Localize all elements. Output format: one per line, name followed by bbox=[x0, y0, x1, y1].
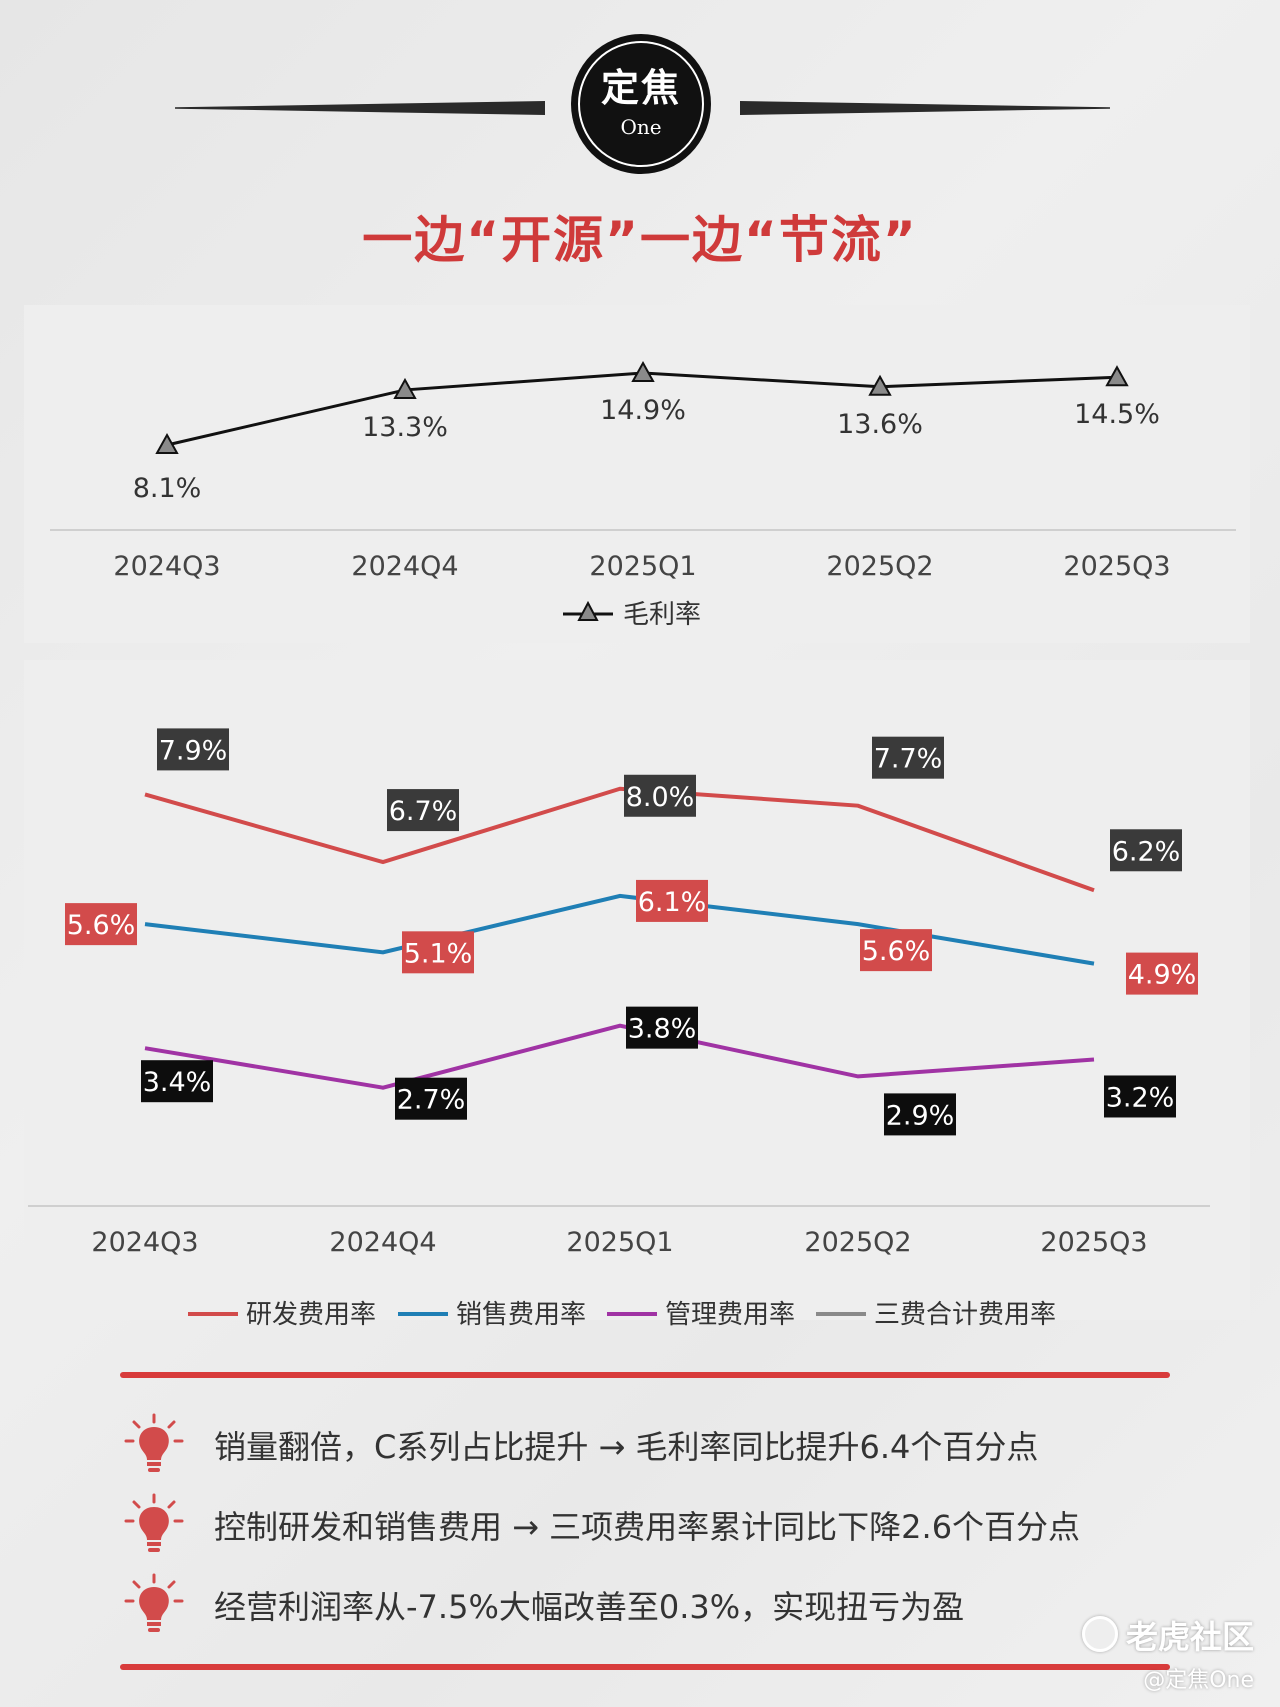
data-label-box bbox=[1110, 829, 1182, 872]
gross-margin-point bbox=[868, 374, 892, 396]
lightbulb-icon bbox=[124, 1493, 184, 1552]
data-label-box bbox=[65, 903, 137, 946]
data-label-box bbox=[872, 736, 944, 779]
gross-margin-label: 14.9% bbox=[600, 395, 686, 426]
legend-label: 管理费用率 bbox=[665, 1300, 795, 1330]
x-tick-label: 2025Q2 bbox=[804, 1227, 911, 1258]
insight-item: 经营利润率从-7.5%大幅改善至0.3%，实现扭亏为盈 bbox=[120, 1565, 1150, 1645]
legend-label: 研发费用率 bbox=[246, 1300, 376, 1330]
data-label-box bbox=[395, 1077, 467, 1120]
gross-margin-label: 14.5% bbox=[1074, 399, 1160, 430]
data-label: 5.1% bbox=[404, 938, 473, 969]
gross-margin-label: 13.6% bbox=[837, 409, 923, 440]
data-label: 3.8% bbox=[628, 1014, 697, 1045]
insight-text: 销量翻倍，C系列占比提升 → 毛利率同比提升6.4个百分点 bbox=[214, 1428, 1039, 1466]
data-label: 2.7% bbox=[397, 1085, 466, 1116]
insight-item: 销量翻倍，C系列占比提升 → 毛利率同比提升6.4个百分点 bbox=[120, 1405, 1150, 1485]
data-label: 6.7% bbox=[389, 796, 458, 827]
data-label-box bbox=[402, 931, 474, 974]
data-label: 8.0% bbox=[626, 782, 695, 813]
data-label: 6.2% bbox=[1112, 836, 1181, 867]
x-tick-label: 2024Q4 bbox=[351, 551, 458, 582]
gross-margin-chart: 8.1% 13.3% 14.9% 13.6% 14.5% 2024Q3 2024Q4 2025… bbox=[50, 360, 1236, 630]
divider-bottom bbox=[120, 1664, 1170, 1670]
watermark-sub: @定焦One bbox=[1143, 1668, 1254, 1693]
data-label-box bbox=[1104, 1075, 1176, 1118]
divider-top bbox=[120, 1372, 1170, 1378]
watermark-main: 老虎社区 bbox=[1081, 1612, 1254, 1658]
series-line-1 bbox=[144, 893, 1095, 966]
lightbulb-icon bbox=[124, 1573, 184, 1632]
data-label-box bbox=[157, 728, 229, 771]
data-label-box bbox=[624, 774, 696, 817]
x-tick-label: 2025Q1 bbox=[566, 1227, 673, 1258]
data-label: 6.1% bbox=[638, 887, 707, 918]
data-label: 4.9% bbox=[1128, 960, 1197, 991]
data-label-box bbox=[626, 1006, 698, 1049]
series-line-0 bbox=[144, 786, 1095, 893]
watermark-main-text: 老虎社区 bbox=[1125, 1618, 1254, 1656]
legend-triangle-icon bbox=[577, 600, 599, 621]
gross-margin-point bbox=[1105, 365, 1129, 387]
headline: 一边“开源”一边“节流” bbox=[362, 211, 918, 269]
x-tick-label: 2024Q4 bbox=[329, 1227, 436, 1258]
data-label: 7.7% bbox=[874, 744, 943, 775]
insight-item: 控制研发和销售费用 → 三项费用率累计同比下降2.6个百分点 bbox=[120, 1485, 1150, 1565]
x-tick-label: 2025Q3 bbox=[1040, 1227, 1147, 1258]
gross-margin-point bbox=[393, 377, 417, 399]
gross-margin-label: 13.3% bbox=[362, 412, 448, 443]
gross-margin-panel bbox=[24, 305, 1250, 643]
x-tick-label: 2025Q2 bbox=[826, 551, 933, 582]
lightbulb-icon bbox=[124, 1413, 184, 1472]
data-label: 5.6% bbox=[862, 936, 931, 967]
data-label: 2.9% bbox=[886, 1100, 955, 1131]
watermark: 老虎社区 @定焦One bbox=[1081, 1612, 1254, 1694]
insight-text: 经营利润率从-7.5%大幅改善至0.3%，实现扭亏为盈 bbox=[214, 1588, 965, 1626]
data-label: 3.4% bbox=[143, 1067, 212, 1098]
data-label-box bbox=[636, 879, 708, 922]
data-label: 7.9% bbox=[159, 735, 228, 766]
data-label-box bbox=[141, 1060, 213, 1103]
series-line-2 bbox=[144, 1023, 1095, 1090]
legend-label: 三费合计费用率 bbox=[874, 1300, 1056, 1330]
gross-margin-point bbox=[155, 432, 179, 454]
x-tick-label: 2025Q3 bbox=[1063, 551, 1170, 582]
community-logo-icon bbox=[1081, 1616, 1118, 1652]
expense-rate-chart: 16.9%14.5%17.9%16.2%14.3%7.9%6.7%8.0%7.7… bbox=[28, 728, 1210, 1330]
data-label-box bbox=[884, 1093, 956, 1136]
x-tick-label: 2024Q3 bbox=[113, 551, 220, 582]
insight-text: 控制研发和销售费用 → 三项费用率累计同比下降2.6个百分点 bbox=[214, 1508, 1081, 1546]
legend-label: 毛利率 bbox=[623, 600, 701, 630]
data-label: 3.2% bbox=[1106, 1082, 1175, 1113]
legend-label: 销售费用率 bbox=[456, 1300, 586, 1330]
data-label-box bbox=[860, 929, 932, 972]
gross-margin-label: 8.1% bbox=[133, 473, 202, 504]
data-label-box bbox=[387, 789, 459, 832]
dingjiao-logo: 定焦 One bbox=[571, 34, 711, 174]
x-tick-label: 2024Q3 bbox=[91, 1227, 198, 1258]
insight-list: 销量翻倍，C系列占比提升 → 毛利率同比提升6.4个百分点 控制研发和销售费用 … bbox=[120, 1405, 1150, 1645]
data-label-box bbox=[1126, 952, 1198, 995]
data-label: 5.6% bbox=[67, 910, 136, 941]
x-tick-label: 2025Q1 bbox=[589, 551, 696, 582]
gross-margin-point bbox=[631, 360, 655, 382]
